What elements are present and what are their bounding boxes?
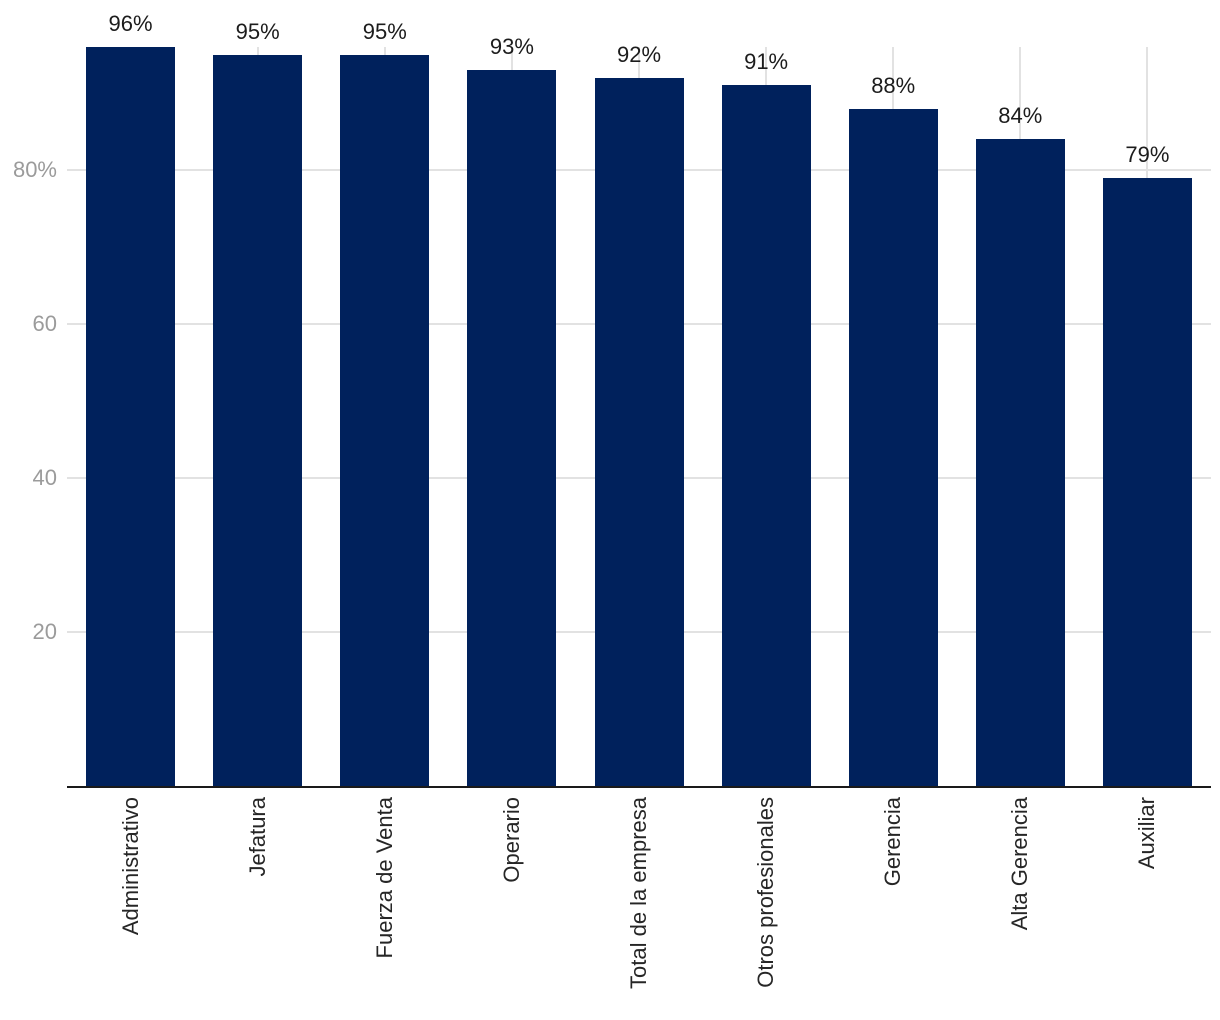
bar-alta-gerencia [975,139,1065,786]
x-category-label: Administrativo [117,797,143,936]
bar-value-label: 88% [871,72,916,98]
bar-value-label: 96% [108,11,153,36]
bar-value-label: 95% [235,18,280,44]
bar-operario [467,70,557,786]
x-category-label: Operario [498,797,524,883]
x-category-label: Otros profesionales [753,797,779,988]
bar-value-label: 93% [489,34,534,60]
bar-value-label: 95% [362,18,407,44]
bar-value-label: 84% [998,103,1043,129]
bar-value-label: 79% [1125,141,1170,167]
bar-gerencia [848,108,938,786]
bar-fuerza-de-venta [340,54,430,786]
bar-total-de-la-empresa [594,77,684,786]
y-tick-label: 40 [32,465,57,491]
bar-jefatura [213,54,303,786]
y-tick-label: 20 [32,619,57,645]
y-tick-label: 60 [32,311,57,337]
y-tick-label: 80% [12,157,57,183]
x-category-label: Gerencia [880,797,906,887]
bar-otros-profesionales [721,85,811,786]
x-category-label: Fuerza de Venta [371,797,397,959]
x-category-label: Jefatura [244,797,270,877]
x-category-label: Auxiliar [1134,797,1160,870]
x-axis-line [67,786,1211,788]
bar-value-label: 91% [744,49,789,75]
bar-auxiliar [1102,177,1192,786]
bar-administrativo [86,47,176,786]
bar-value-label: 92% [616,41,662,67]
x-category-label: Alta Gerencia [1007,797,1033,931]
x-category-label: Total de la empresa [626,797,651,989]
